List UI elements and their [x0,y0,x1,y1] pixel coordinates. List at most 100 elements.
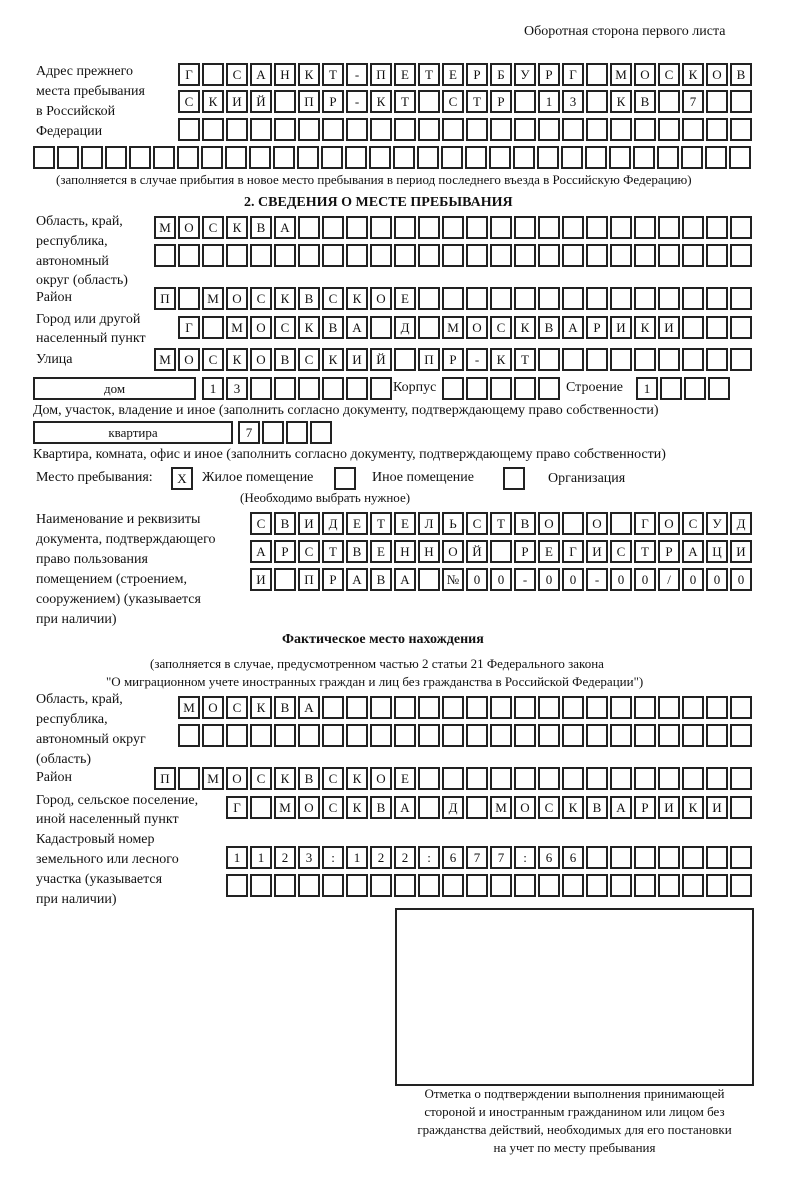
char-cell[interactable]: К [490,348,512,371]
char-cell[interactable] [610,846,632,869]
char-cell[interactable] [370,696,392,719]
char-cell[interactable] [442,244,464,267]
char-cell[interactable] [682,846,704,869]
char-cell[interactable] [538,724,560,747]
char-cell[interactable] [178,724,200,747]
char-cell[interactable] [706,316,728,339]
char-cell[interactable]: И [610,316,632,339]
char-cell[interactable] [658,216,680,239]
char-cell[interactable] [562,244,584,267]
checkbox-organization[interactable] [503,467,525,490]
char-cell[interactable]: П [298,90,320,113]
char-cell[interactable] [394,696,416,719]
char-cell[interactable]: О [706,63,728,86]
char-cell[interactable]: О [202,696,224,719]
char-cell[interactable]: 0 [562,568,584,591]
char-cell[interactable] [81,146,103,169]
char-cell[interactable] [729,146,751,169]
char-cell[interactable] [418,696,440,719]
char-cell[interactable]: А [250,540,272,563]
char-cell[interactable] [466,796,488,819]
char-cell[interactable] [634,287,656,310]
char-cell[interactable]: Й [250,90,272,113]
char-cell[interactable]: О [178,216,200,239]
char-cell[interactable]: О [298,796,320,819]
char-cell[interactable]: М [442,316,464,339]
char-cell[interactable] [682,348,704,371]
char-cell[interactable] [274,568,296,591]
char-cell[interactable] [634,846,656,869]
char-cell[interactable]: С [226,63,248,86]
char-cell[interactable]: С [442,90,464,113]
char-cell[interactable] [538,216,560,239]
char-cell[interactable]: К [322,348,344,371]
char-cell[interactable] [226,244,248,267]
char-cell[interactable]: И [730,540,752,563]
char-cell[interactable] [394,244,416,267]
char-cell[interactable]: В [730,63,752,86]
char-cell[interactable]: В [274,348,296,371]
char-cell[interactable] [634,724,656,747]
char-cell[interactable] [706,287,728,310]
char-cell[interactable] [586,724,608,747]
char-cell[interactable] [586,244,608,267]
char-cell[interactable] [657,146,679,169]
char-cell[interactable] [178,767,200,790]
char-cell[interactable] [706,767,728,790]
char-cell[interactable] [658,846,680,869]
char-cell[interactable]: 1 [636,377,658,400]
char-cell[interactable]: К [370,90,392,113]
char-cell[interactable]: С [298,540,320,563]
char-cell[interactable] [730,90,752,113]
char-cell[interactable]: 0 [490,568,512,591]
char-cell[interactable]: Н [418,540,440,563]
char-cell[interactable]: С [610,540,632,563]
char-cell[interactable]: С [226,696,248,719]
char-cell[interactable] [418,90,440,113]
char-cell[interactable] [706,874,728,897]
char-cell[interactable]: 1 [250,846,272,869]
char-cell[interactable] [178,118,200,141]
char-cell[interactable]: Е [394,287,416,310]
char-cell[interactable] [562,512,584,535]
char-cell[interactable] [201,146,223,169]
char-cell[interactable]: О [442,540,464,563]
char-cell[interactable]: 7 [238,421,260,444]
char-cell[interactable] [706,216,728,239]
char-cell[interactable] [561,146,583,169]
char-cell[interactable] [514,767,536,790]
char-cell[interactable]: - [346,90,368,113]
char-cell[interactable] [610,244,632,267]
char-cell[interactable] [466,874,488,897]
char-cell[interactable]: 3 [562,90,584,113]
char-cell[interactable] [250,724,272,747]
char-cell[interactable] [178,244,200,267]
char-cell[interactable] [634,696,656,719]
char-cell[interactable]: А [250,63,272,86]
char-cell[interactable] [225,146,247,169]
char-cell[interactable]: 2 [394,846,416,869]
char-cell[interactable] [634,874,656,897]
char-cell[interactable] [682,696,704,719]
char-cell[interactable]: Е [538,540,560,563]
char-cell[interactable]: А [394,568,416,591]
char-cell[interactable] [490,724,512,747]
char-cell[interactable] [586,846,608,869]
char-cell[interactable] [514,874,536,897]
char-cell[interactable]: В [322,316,344,339]
char-cell[interactable]: 2 [274,846,296,869]
char-cell[interactable]: Ь [442,512,464,535]
char-cell[interactable]: 0 [706,568,728,591]
char-cell[interactable]: Д [394,316,416,339]
char-cell[interactable] [562,348,584,371]
char-cell[interactable] [321,146,343,169]
char-cell[interactable] [297,146,319,169]
char-cell[interactable] [730,796,752,819]
char-cell[interactable] [322,696,344,719]
char-cell[interactable]: Б [490,63,512,86]
char-cell[interactable] [202,316,224,339]
char-cell[interactable]: Г [562,540,584,563]
char-cell[interactable] [658,244,680,267]
char-cell[interactable] [490,287,512,310]
char-cell[interactable] [634,118,656,141]
